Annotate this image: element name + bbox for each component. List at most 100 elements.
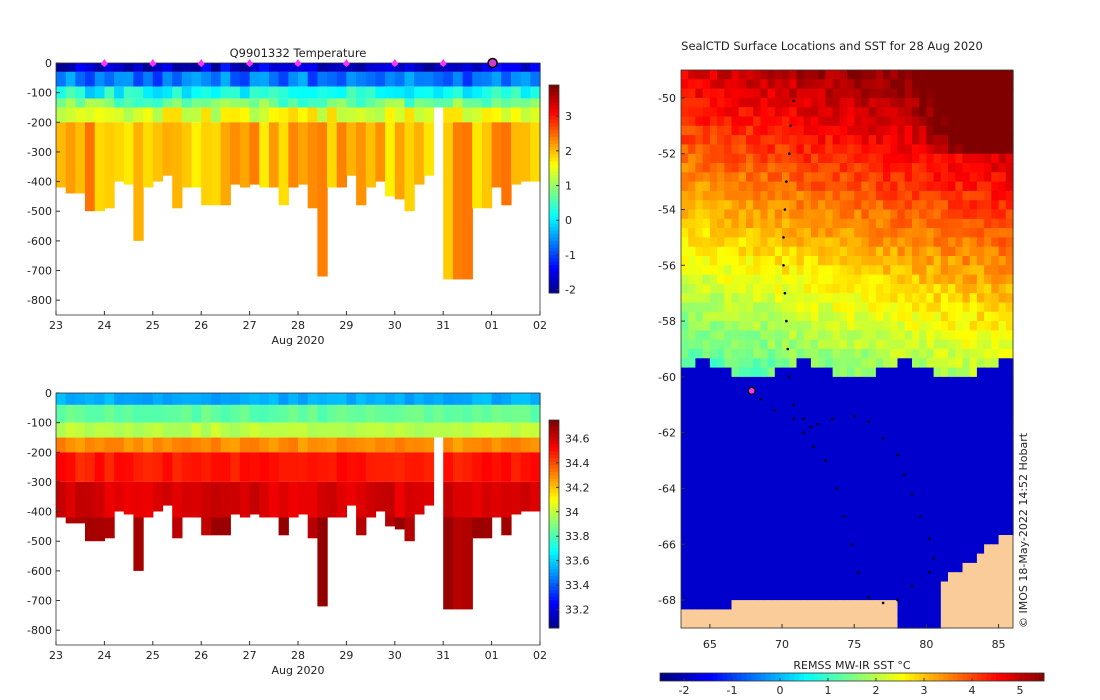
sst-cell bbox=[695, 376, 704, 387]
sst-cell bbox=[897, 618, 906, 629]
lat-tick-label: -56 bbox=[658, 259, 676, 272]
sst-cell bbox=[1005, 479, 1014, 490]
sst-cell bbox=[724, 330, 733, 341]
colorbar-segment bbox=[549, 178, 559, 183]
sst-cell bbox=[796, 349, 805, 359]
sst-cell bbox=[890, 609, 899, 620]
sst-cell bbox=[760, 395, 769, 406]
sst-cell bbox=[962, 209, 971, 220]
sst-cell bbox=[810, 600, 819, 610]
sst-cell bbox=[774, 302, 783, 313]
sst-cell bbox=[774, 442, 783, 452]
sst-cell bbox=[984, 497, 992, 508]
sst-cell bbox=[832, 107, 841, 118]
profile-cell bbox=[530, 404, 541, 423]
sst-cell bbox=[976, 246, 985, 257]
profile-cell bbox=[346, 71, 357, 87]
sst-cell bbox=[991, 172, 1000, 183]
profile-cell bbox=[94, 63, 105, 72]
sst-cell bbox=[702, 516, 711, 527]
sst-cell bbox=[912, 311, 920, 322]
profile-cell bbox=[220, 86, 231, 99]
sst-cell bbox=[717, 256, 725, 266]
sst-cell bbox=[709, 479, 718, 490]
profile-cell bbox=[65, 122, 76, 194]
sst-cell bbox=[724, 70, 733, 80]
profile-cell bbox=[220, 452, 231, 482]
sst-cell bbox=[738, 237, 747, 248]
sst-cell bbox=[810, 107, 819, 118]
profile-cell bbox=[394, 71, 406, 87]
sst-cell bbox=[774, 581, 783, 592]
sst-cell bbox=[991, 562, 1000, 573]
sst-cell bbox=[782, 600, 790, 610]
sst-cell bbox=[933, 442, 942, 452]
sst-cell bbox=[717, 423, 725, 434]
sst-cell bbox=[955, 144, 964, 155]
profile-cell bbox=[511, 107, 522, 123]
sst-cell bbox=[984, 135, 992, 145]
sst-cell bbox=[890, 70, 899, 80]
sst-cell bbox=[681, 163, 689, 173]
sst-cell bbox=[854, 460, 862, 471]
profile-cell bbox=[220, 393, 231, 405]
sst-cell bbox=[926, 581, 935, 592]
sst-cell bbox=[991, 442, 1000, 452]
profile-cell bbox=[433, 71, 444, 87]
sst-cell bbox=[738, 469, 747, 480]
sst-cell bbox=[948, 432, 956, 443]
sst-cell bbox=[861, 70, 870, 80]
profile-cell bbox=[423, 422, 435, 438]
sst-cell bbox=[998, 228, 1007, 238]
sst-cell bbox=[803, 135, 812, 145]
sst-cell bbox=[724, 544, 733, 555]
profile-cell bbox=[123, 86, 135, 99]
sst-cell bbox=[890, 395, 899, 406]
profile-cell bbox=[307, 422, 318, 438]
sst-cell bbox=[717, 209, 725, 220]
sst-cell bbox=[702, 590, 711, 601]
sst-cell bbox=[969, 497, 978, 508]
sst-cell bbox=[789, 321, 798, 331]
sst-cell bbox=[709, 572, 718, 583]
profile-cell bbox=[94, 481, 105, 518]
sst-cell bbox=[926, 107, 935, 118]
sst-cell bbox=[940, 218, 949, 229]
sst-cell bbox=[962, 246, 971, 257]
sst-cell bbox=[969, 460, 978, 471]
colorbar-segment bbox=[549, 175, 559, 180]
sst-cell bbox=[890, 349, 899, 359]
sst-cell bbox=[969, 172, 978, 183]
profile-cell bbox=[230, 107, 241, 123]
x-tick-label: 23 bbox=[49, 649, 63, 662]
sst-cell bbox=[760, 265, 769, 276]
sst-colorbar-segment bbox=[679, 673, 685, 681]
sst-cell bbox=[782, 469, 790, 480]
sst-cell bbox=[731, 135, 740, 145]
sst-cell bbox=[991, 311, 1000, 322]
sst-cell bbox=[998, 358, 1007, 369]
x-tick-label: 30 bbox=[388, 319, 402, 332]
sst-cell bbox=[1005, 469, 1014, 480]
sst-cell bbox=[731, 609, 740, 620]
sst-cell bbox=[681, 293, 689, 304]
sst-cell bbox=[702, 79, 711, 90]
colorbar-segment bbox=[549, 202, 559, 207]
sst-cell bbox=[890, 386, 899, 397]
sst-cell bbox=[839, 218, 848, 229]
sst-cell bbox=[1005, 274, 1014, 285]
sst-cell bbox=[897, 153, 906, 164]
sst-cell bbox=[984, 507, 992, 517]
sst-cell bbox=[940, 246, 949, 257]
sst-cell bbox=[998, 135, 1007, 145]
sst-cell bbox=[825, 237, 834, 248]
colorbar-tick-label: 1 bbox=[565, 180, 572, 193]
sst-cell bbox=[803, 618, 812, 629]
sst-cell bbox=[955, 172, 964, 183]
sst-cell bbox=[709, 432, 718, 443]
sst-cell bbox=[998, 283, 1007, 294]
sst-cell bbox=[948, 321, 956, 331]
sst-cell bbox=[897, 488, 906, 499]
sst-cell bbox=[875, 600, 884, 610]
sst-cell bbox=[883, 302, 891, 313]
